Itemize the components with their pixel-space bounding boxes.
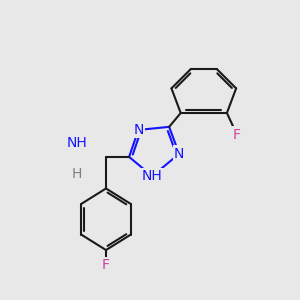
- Text: N: N: [174, 147, 184, 161]
- Text: H: H: [72, 167, 82, 181]
- Text: F: F: [233, 128, 241, 142]
- Text: F: F: [102, 259, 110, 272]
- Text: NH: NH: [142, 169, 163, 183]
- Text: NH: NH: [66, 136, 87, 150]
- Text: N: N: [133, 123, 143, 137]
